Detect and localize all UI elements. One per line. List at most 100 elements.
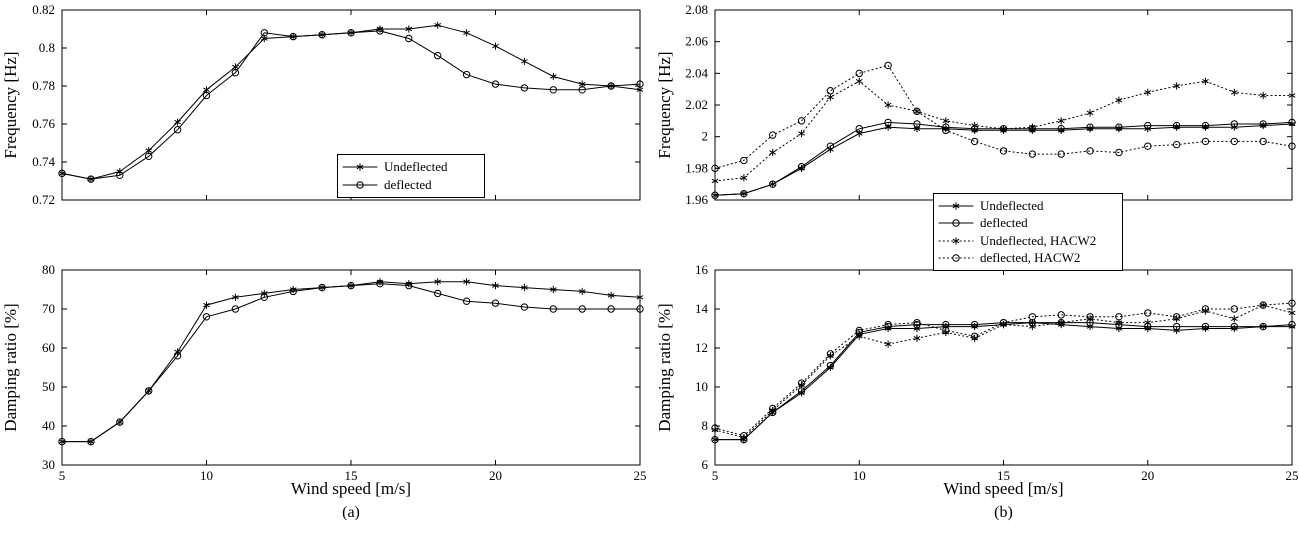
star-marker [827, 93, 834, 101]
x-tick-label: 10 [853, 468, 866, 483]
circle-marker [1230, 137, 1238, 146]
circle-marker [58, 169, 66, 178]
y-tick-label: 2.06 [685, 34, 708, 49]
y-tick-label: 0.72 [32, 192, 55, 207]
series-markers [711, 61, 1296, 173]
x-tick-label: 25 [1286, 468, 1299, 483]
star-marker [492, 282, 499, 290]
x-tick-label: 25 [634, 468, 647, 483]
x-tick-label: 15 [345, 468, 358, 483]
y-tick-label: 70 [42, 301, 55, 316]
star-marker [1288, 91, 1296, 100]
circle-marker [434, 51, 442, 60]
star-marker [1000, 125, 1007, 133]
circle-marker [145, 152, 153, 161]
circle-marker [970, 137, 979, 146]
legend-entry: deflected, HACW2 [938, 250, 1116, 267]
circle-marker [855, 125, 863, 133]
star-marker [232, 293, 239, 301]
circle-marker [1115, 123, 1123, 131]
y-tick-label: 0.78 [32, 78, 55, 93]
star-marker [356, 163, 364, 171]
circle-marker [318, 283, 326, 292]
circle-marker [1028, 313, 1037, 321]
x-tick-label: 20 [489, 468, 502, 483]
y-tick-label: 50 [42, 379, 55, 394]
series-line-solid [61, 283, 641, 443]
y-tick-label: 2.08 [685, 2, 708, 17]
circle-marker [740, 156, 748, 165]
circle-marker [1172, 322, 1181, 331]
circle-marker [884, 61, 892, 70]
star-marker [1144, 88, 1152, 96]
circle-marker [1288, 320, 1296, 329]
circle-marker [636, 80, 644, 88]
axes-frame [714, 9, 1293, 201]
y-tick-label: 16 [695, 262, 709, 277]
circle-marker [1172, 313, 1181, 321]
y-tick-label: 6 [702, 457, 709, 472]
circle-marker [1144, 121, 1152, 130]
circle-marker [347, 29, 355, 37]
circle-marker [260, 29, 268, 37]
star-marker [1173, 315, 1180, 323]
circle-marker [231, 305, 240, 313]
star-marker [1288, 309, 1296, 317]
star-marker [971, 121, 979, 130]
circle-marker [1201, 305, 1210, 313]
circle-marker [1201, 137, 1210, 146]
circle-marker [376, 27, 384, 35]
y-axis-label: Frequency [Hz] [655, 51, 674, 158]
circle-marker [711, 435, 719, 444]
circle-marker [913, 107, 921, 116]
circle-marker [942, 126, 950, 135]
circle-marker [260, 293, 268, 301]
y-axis-label: Damping ratio [%] [655, 303, 674, 431]
circle-marker [999, 147, 1008, 155]
y-tick-label: 80 [42, 262, 55, 277]
xlabel-a: Wind speed [m/s] [290, 479, 412, 498]
y-tick-label: 1.98 [685, 160, 708, 175]
circle-marker [952, 219, 960, 227]
circle-marker [289, 32, 297, 41]
legend-entry: Undeflected [342, 159, 478, 176]
axes-frame [61, 269, 641, 466]
circle-marker [1230, 322, 1238, 331]
series-line-dotted [714, 302, 1293, 437]
series-markers [711, 301, 1296, 442]
legend-sample-star-solid-icon [938, 202, 974, 210]
x-tick-label: 10 [200, 468, 213, 483]
circle-marker [826, 361, 835, 370]
star-marker [798, 129, 805, 138]
star-marker [855, 77, 863, 85]
star-marker [913, 125, 921, 133]
circle-marker [607, 305, 615, 313]
series-line-dotted [714, 64, 1293, 169]
circle-marker [797, 117, 806, 125]
circle-marker [491, 80, 500, 88]
circle-marker [1201, 121, 1210, 130]
circle-marker [462, 70, 471, 79]
circle-marker [1288, 299, 1296, 307]
y-tick-label: 0.74 [32, 154, 55, 169]
star-marker [1086, 109, 1094, 117]
circle-marker [578, 305, 586, 313]
frequency-a-plot: 0.72 0.74 0.76 0.78 0.8 0.82 Frequency [Hz] [1, 2, 644, 207]
caption-b: (b) [994, 504, 1013, 521]
circle-marker [826, 87, 835, 95]
circle-marker [173, 352, 182, 360]
star-marker [740, 174, 748, 182]
circle-marker [578, 86, 586, 94]
star-marker [521, 283, 528, 292]
circle-marker [202, 91, 211, 100]
circle-marker [318, 31, 326, 39]
circle-marker [636, 305, 644, 313]
legend-sample-star-dotted-icon [938, 237, 974, 245]
legend-label: deflected, HACW2 [980, 250, 1081, 266]
star-marker [1144, 319, 1152, 327]
x-tick-label: 20 [1141, 468, 1154, 483]
circle-marker [1259, 120, 1267, 128]
star-marker [636, 293, 644, 301]
chart-damping-b: 5 10 15 20 25 6 8 10 12 14 16 Damping ratio [%] [655, 262, 1299, 497]
star-marker [463, 278, 470, 286]
